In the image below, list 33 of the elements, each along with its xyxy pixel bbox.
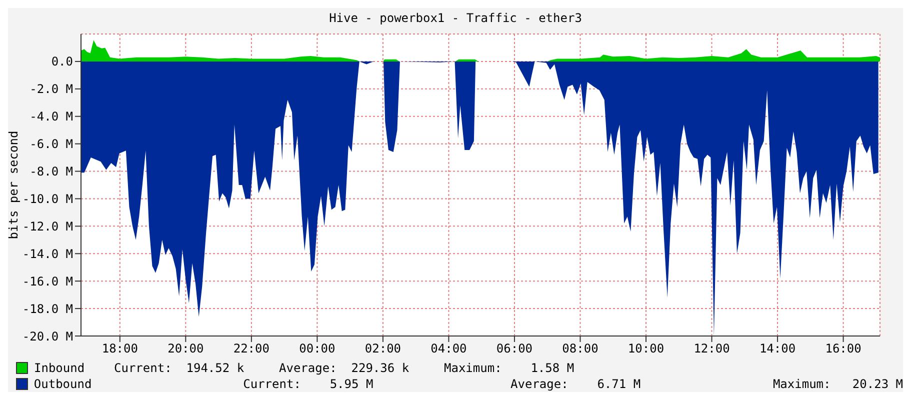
- text: Maximum: 20.23 M: [772, 377, 903, 391]
- y-tick-label: 0.0: [51, 54, 73, 69]
- x-tick-label: 18:00: [102, 342, 138, 356]
- y-tick-label: -4.0 M: [30, 110, 73, 124]
- text: Current: 5.95 M: [243, 377, 374, 391]
- x-tick-label: 16:00: [825, 342, 862, 356]
- x-tick-label: 10:00: [628, 342, 664, 356]
- y-tick-label: -10.0 M: [22, 192, 73, 206]
- x-tick-label: 08:00: [562, 342, 598, 356]
- legend-label: Outbound: [34, 377, 93, 391]
- chart-title: Hive - powerbox1 - Traffic - ether3: [328, 10, 583, 27]
- text: Current: 194.52 k: [114, 361, 246, 375]
- y-tick-label: -2.0 M: [30, 82, 73, 96]
- text: Average: 6.71 M: [510, 377, 642, 391]
- text: Average: 229.36 k: [279, 361, 410, 375]
- y-tick-label: -16.0 M: [22, 274, 73, 288]
- x-tick-label: 14:00: [759, 342, 796, 356]
- text: Maximum: 1.58 M: [444, 361, 574, 375]
- y-axis-title: bits per second: [6, 130, 20, 240]
- x-tick-label: 02:00: [364, 342, 402, 356]
- x-tick-label: 20:00: [168, 342, 204, 356]
- y-tick-label: -8.0 M: [30, 164, 73, 179]
- y-tick-label: -20.0 M: [22, 329, 73, 344]
- x-tick-label: 04:00: [430, 342, 467, 356]
- x-tick-label: 06:00: [496, 342, 533, 356]
- x-tick-label: 12:00: [694, 342, 730, 356]
- legend-label: Inbound: [34, 361, 86, 375]
- x-tick-label: 22:00: [233, 342, 270, 356]
- x-tick-label: 00:00: [299, 342, 336, 356]
- y-tick-label: -18.0 M: [22, 302, 73, 316]
- y-tick-label: -14.0 M: [22, 246, 73, 261]
- y-tick-label: -12.0 M: [22, 219, 73, 234]
- y-tick-label: -6.0 M: [30, 137, 73, 152]
